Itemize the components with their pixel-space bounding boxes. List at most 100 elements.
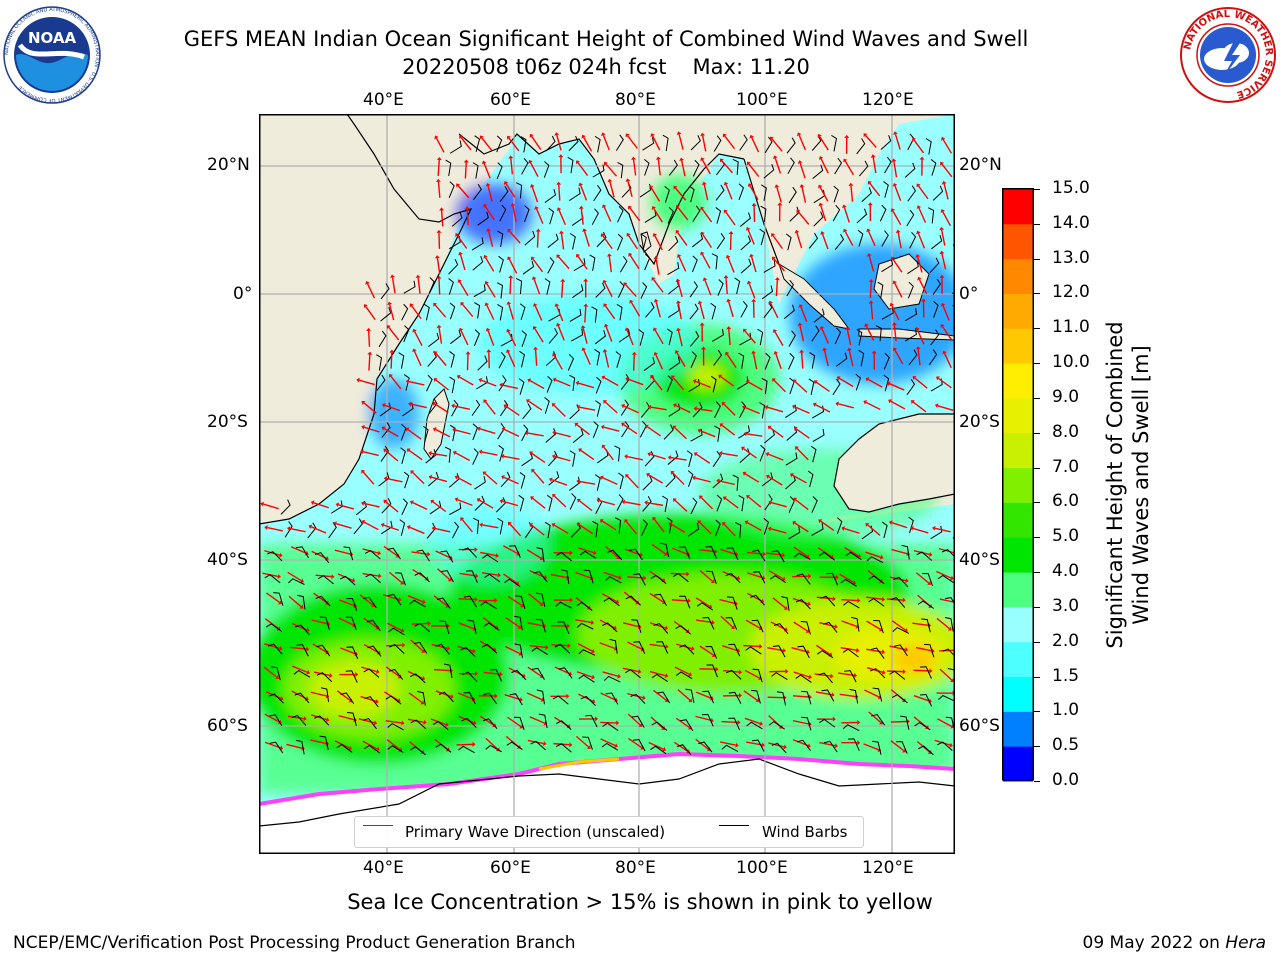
colorbar-tick-mark: [1034, 189, 1040, 190]
wave-arrow: [699, 645, 714, 656]
wave-arrow: [338, 617, 354, 626]
wave-arrow-head: [569, 550, 573, 556]
sea-ice-edge-high: [538, 757, 620, 771]
wave-arrow: [623, 424, 638, 435]
wind-barb: [339, 575, 356, 586]
wind-barb: [378, 330, 387, 348]
wave-arrow: [721, 645, 738, 652]
wave-arrow: [390, 375, 402, 390]
wind-barb: [787, 157, 795, 175]
wind-barb: [440, 550, 454, 563]
wind-barb: [757, 328, 764, 346]
wave-arrow: [918, 207, 927, 223]
wind-barb: [625, 669, 641, 679]
wave-arrow-head: [870, 154, 876, 158]
wave-arrow-head: [464, 206, 470, 210]
wind-barb: [291, 714, 307, 726]
wave-arrow-head: [463, 159, 469, 163]
wave-arrow-head: [569, 597, 573, 603]
wind-barb: [364, 696, 379, 708]
wind-barb: [831, 134, 838, 152]
wave-arrow: [481, 137, 493, 151]
wind-barb: [346, 646, 359, 660]
wave-arrow-head: [910, 400, 915, 405]
wind-barb: [668, 403, 681, 417]
wave-arrow-head: [700, 251, 705, 256]
wind-barb: [849, 688, 859, 704]
wind-barb: [555, 601, 573, 609]
wind-barb: [592, 164, 605, 178]
wind-barb: [414, 572, 430, 583]
wave-arrow: [773, 379, 786, 393]
wave-arrow-head: [904, 647, 909, 652]
wind-barb: [664, 186, 670, 203]
wind-barb: [715, 184, 725, 201]
wind-barb: [889, 670, 906, 680]
wind-barb: [556, 551, 572, 562]
wave-arrow: [481, 379, 497, 387]
wind-barb: [403, 374, 410, 391]
wave-arrow-head: [798, 304, 804, 308]
wind-barb: [264, 574, 281, 584]
wave-arrow-head: [941, 180, 947, 185]
wind-barb: [840, 578, 857, 587]
wave-arrow: [894, 134, 901, 150]
wind-barb: [764, 352, 771, 370]
wave-arrow: [869, 281, 872, 299]
wind-barb: [602, 722, 619, 732]
wave-arrow-head: [534, 206, 539, 210]
wave-arrow: [508, 230, 521, 244]
colorbar-tick-label: 13.0: [1052, 247, 1090, 268]
madagascar: [423, 388, 450, 460]
wave-arrow: [531, 524, 545, 536]
wave-arrow-head: [889, 520, 893, 526]
wave-arrow: [768, 476, 783, 486]
wave-arrow: [767, 406, 784, 413]
wave-arrow-head: [575, 160, 580, 165]
wave-arrow: [792, 597, 809, 605]
wave-arrow-head: [607, 178, 613, 183]
wind-barb: [295, 739, 305, 755]
wind-barb: [353, 518, 363, 535]
wave-arrow-head: [818, 202, 824, 207]
wave-arrow-head: [450, 694, 454, 699]
wave-arrow: [838, 672, 855, 677]
wave-arrow: [407, 429, 422, 440]
wind-barb: [687, 470, 694, 487]
wave-arrow-head: [692, 379, 697, 384]
vector-field: [260, 131, 955, 756]
wave-arrow-head: [558, 154, 564, 158]
wave-arrow: [553, 495, 567, 508]
wind-barb: [474, 135, 481, 152]
wave-arrow-head: [866, 228, 871, 233]
wave-arrow-head: [552, 377, 557, 383]
wave-arrow-head: [673, 185, 678, 190]
colorbar-cell: [1003, 223, 1033, 260]
wind-barb: [666, 328, 673, 346]
wind-barb: [568, 187, 581, 202]
wave-arrow-head: [730, 625, 735, 630]
wave-arrow-head: [495, 553, 499, 559]
wave-arrow: [512, 205, 517, 222]
wave-arrow: [844, 231, 854, 246]
wave-arrow: [632, 159, 637, 176]
wave-arrow: [529, 716, 545, 724]
wave-arrow: [889, 383, 905, 391]
wave-arrow-head: [428, 450, 432, 456]
wind-barb: [872, 687, 883, 702]
wave-arrow-head: [643, 575, 647, 581]
wave-arrow: [505, 183, 516, 198]
wave-arrow: [410, 639, 424, 652]
wind-barb: [870, 668, 886, 679]
wave-arrow: [629, 255, 640, 270]
wave-arrow: [528, 593, 542, 605]
wave-arrow-head: [604, 161, 608, 166]
wind-barb: [868, 597, 885, 607]
wind-barb: [519, 472, 526, 489]
wave-arrow-head: [693, 452, 698, 457]
colorbar-cell: [1003, 537, 1033, 573]
wave-arrow: [942, 139, 953, 154]
wave-arrow-head: [664, 673, 669, 679]
wave-arrow-head: [792, 379, 797, 384]
wave-arrow: [526, 692, 543, 701]
